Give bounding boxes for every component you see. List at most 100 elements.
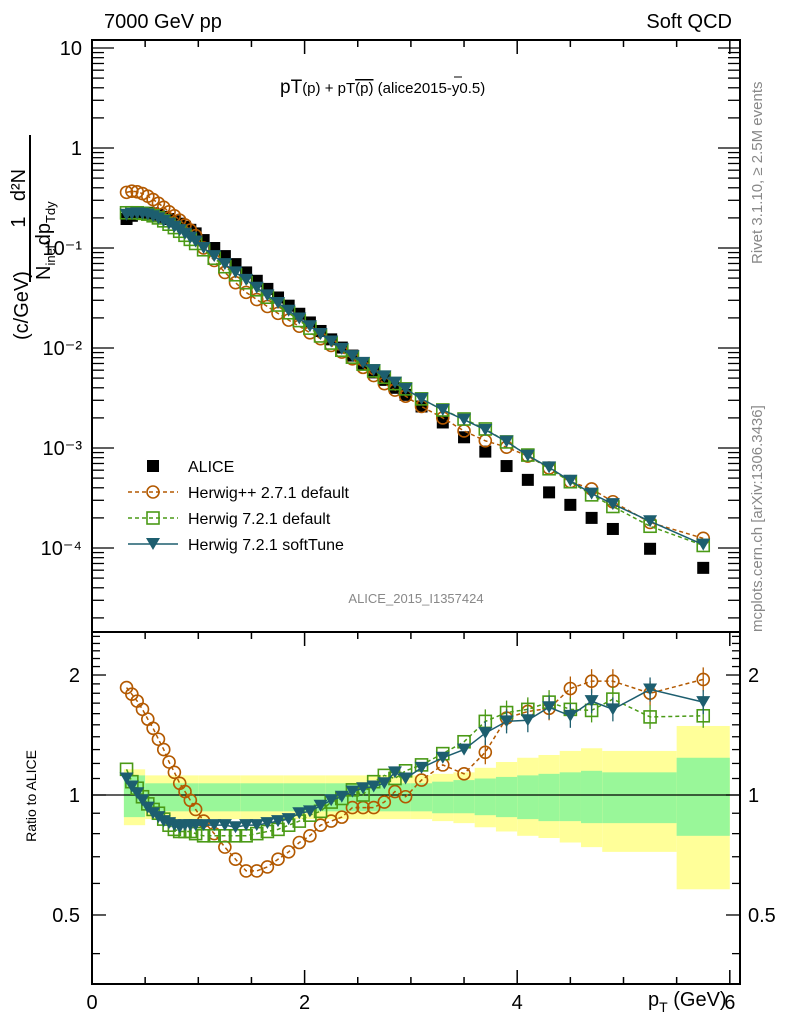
data-point — [478, 745, 493, 760]
data-point — [542, 701, 557, 714]
stat-band — [410, 783, 433, 812]
mcplots-label: mcplots.cern.ch [arXiv:1306.3436] — [749, 405, 766, 632]
y-frac-num2: d²N — [8, 169, 30, 201]
data-point — [124, 780, 139, 793]
ratio-series-herwig-7-2-1-softtune — [119, 677, 711, 834]
data-point — [151, 732, 166, 747]
data-point — [239, 285, 253, 300]
data-point — [196, 242, 211, 254]
data-point — [292, 807, 307, 820]
data-point — [457, 413, 472, 426]
data-point — [218, 840, 232, 854]
ratio-y-tick-label-right: 1 — [748, 785, 759, 807]
data-point — [500, 460, 513, 473]
data-point — [398, 772, 413, 785]
ratio-y-tick-label-right: 0.5 — [748, 905, 776, 927]
data-point — [696, 696, 711, 709]
data-point — [249, 281, 264, 294]
data-point — [188, 235, 203, 248]
y-tick-label: 10⁻³ — [43, 438, 83, 460]
data-point — [499, 715, 514, 728]
data-point — [292, 312, 307, 325]
data-point — [303, 829, 317, 843]
data-point — [281, 813, 296, 826]
y-unit: (c/GeV) — [11, 271, 33, 340]
data-point — [563, 709, 578, 722]
data-point — [435, 403, 450, 416]
data-point — [271, 852, 285, 867]
data-point — [643, 683, 658, 696]
data-point — [162, 217, 177, 230]
data-point — [239, 273, 254, 286]
plot-title: pT(p) + pT(p) (alice2015-y0.5) — [280, 77, 485, 98]
data-point — [520, 449, 535, 462]
data-point — [335, 810, 349, 824]
data-point — [281, 845, 296, 859]
data-point — [585, 511, 598, 524]
y-tick-label: 10⁻⁴ — [41, 538, 82, 560]
data-point — [584, 487, 599, 500]
data-point — [156, 742, 171, 757]
y-tick-label: 1 — [71, 138, 82, 160]
data-point — [162, 755, 176, 769]
data-point — [130, 787, 145, 800]
data-point — [697, 561, 710, 574]
stat-band — [676, 757, 730, 836]
data-point — [228, 852, 243, 867]
y-frac-den: NineldpTdy — [33, 201, 58, 280]
data-point — [146, 538, 160, 550]
data-point — [119, 772, 134, 785]
data-point — [388, 784, 402, 799]
data-point — [696, 672, 711, 687]
data-point — [260, 860, 275, 874]
data-point — [564, 498, 577, 511]
data-point — [605, 703, 620, 716]
data-point — [135, 794, 150, 807]
data-point — [313, 328, 328, 341]
data-point — [146, 511, 160, 525]
data-point — [239, 819, 254, 832]
data-point — [542, 461, 557, 474]
data-point — [435, 751, 450, 764]
ratio-y-tick-label: 0.5 — [52, 905, 80, 927]
stat-band — [240, 783, 284, 812]
legend-label: Herwig 7.2.1 default — [188, 511, 331, 528]
stat-band — [517, 775, 539, 820]
data-point — [271, 296, 286, 309]
stat-band — [495, 776, 518, 818]
stat-band — [198, 783, 241, 812]
data-marks — [119, 184, 711, 878]
data-point — [521, 473, 534, 486]
data-point — [414, 773, 429, 787]
ratio-y-tick-label: 1 — [69, 785, 80, 807]
data-point — [249, 819, 264, 832]
stat-band — [453, 780, 475, 814]
data-point — [271, 815, 286, 828]
data-point — [499, 435, 514, 448]
data-point — [414, 392, 429, 405]
data-point — [147, 460, 159, 472]
data-point — [643, 710, 657, 724]
data-point — [146, 485, 160, 499]
stat-band — [580, 770, 603, 824]
data-point — [302, 805, 317, 818]
ratio-y-axis-label: Ratio to ALICE — [23, 750, 39, 842]
data-point — [324, 335, 339, 348]
y-tick-label: 10⁻² — [43, 338, 83, 360]
x-tick-label: 4 — [512, 992, 523, 1014]
data-point — [228, 266, 243, 279]
data-point — [479, 445, 492, 458]
data-point — [167, 765, 182, 780]
legend-label: ALICE — [188, 459, 234, 476]
data-point — [334, 342, 349, 355]
ratio-y-tick-label-right: 2 — [748, 665, 759, 687]
data-point — [366, 364, 381, 377]
ratio-uncertainty-bands — [92, 725, 740, 890]
x-tick-label: 0 — [86, 992, 97, 1014]
data-point — [292, 835, 307, 850]
data-point — [356, 356, 371, 369]
x-tick-label: 6 — [724, 992, 735, 1014]
data-point — [387, 376, 402, 389]
header-left: 7000 GeV pp — [104, 11, 222, 33]
